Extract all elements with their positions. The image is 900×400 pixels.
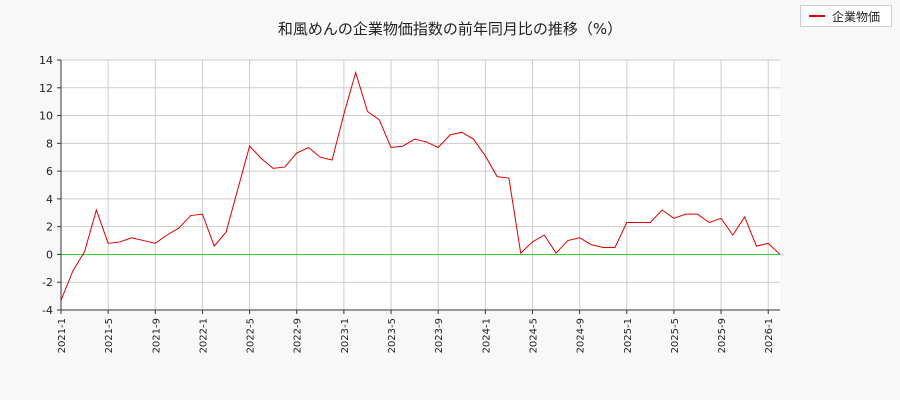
x-tick-label: 2024-9 — [576, 318, 587, 353]
x-tick-label: 2021-5 — [104, 318, 115, 353]
y-tick-label: 14 — [39, 54, 53, 67]
chart-title: 和風めんの企業物価指数の前年同月比の推移（%） — [278, 20, 622, 38]
x-tick-labels: 2021-1 2021-5 2021-9 2022-1 2022-5 2022-9 2023… — [57, 318, 775, 353]
x-tick-label: 2022-9 — [293, 318, 304, 353]
x-tick-label: 2023-9 — [434, 318, 445, 353]
x-tick-label: 2025-5 — [670, 318, 681, 353]
x-tick-label: 2023-1 — [340, 318, 351, 353]
x-tick-label: 2022-5 — [246, 318, 257, 353]
y-tick-label: 2 — [46, 221, 53, 234]
y-tick-labels: -4 -2 0 2 4 6 8 10 12 14 — [39, 54, 53, 317]
legend-label: 企業物価 — [832, 9, 881, 24]
x-tick-label: 2021-1 — [57, 318, 68, 353]
y-tick-label: -4 — [42, 304, 53, 317]
series-line — [60, 70, 781, 301]
x-tick-label: 2024-1 — [481, 318, 492, 353]
legend: 企業物価 — [800, 5, 892, 27]
x-tick-label: 2025-1 — [623, 318, 634, 353]
x-tick-label: 2024-5 — [528, 318, 539, 353]
x-tick-label: 2025-9 — [717, 318, 728, 353]
y-tick-label: 6 — [46, 165, 53, 178]
plot-background — [61, 60, 780, 310]
y-tick-label: 8 — [46, 137, 53, 150]
y-tick-label: 0 — [46, 248, 53, 261]
y-tick-label: 10 — [39, 110, 53, 123]
x-tick-label: 2026-1 — [764, 318, 775, 353]
axes — [57, 59, 780, 314]
y-tick-label: 12 — [39, 82, 53, 95]
y-tick-label: -2 — [42, 276, 53, 289]
x-tick-label: 2022-1 — [198, 318, 209, 353]
grid-lines — [60, 59, 780, 311]
legend-swatch — [809, 15, 825, 17]
x-tick-label: 2023-5 — [387, 318, 398, 353]
x-tick-label: 2021-9 — [151, 318, 162, 353]
y-tick-label: 4 — [46, 193, 53, 206]
